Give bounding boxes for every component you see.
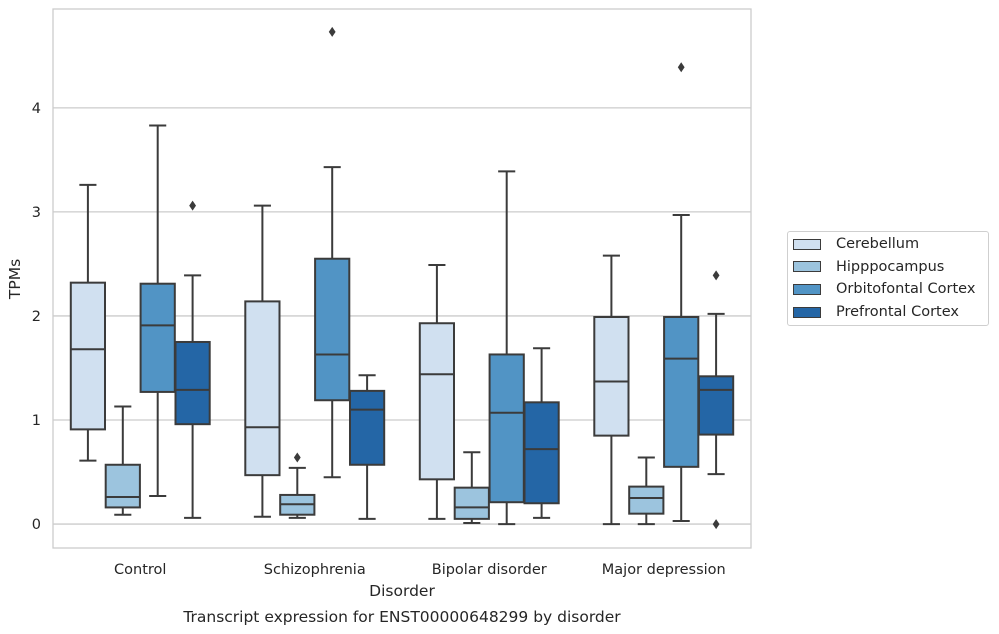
legend-item: Cerebellum [793,234,919,254]
outlier-point [712,270,720,281]
box-prefrontal-cortex [697,375,735,436]
x-axis-label: Disorder [369,582,435,600]
outlier-point [328,26,336,37]
box-cerebellum [593,316,630,437]
box-hipppocampus [104,463,141,509]
box-orbitofontal-cortex [663,316,700,468]
y-tick-label: 4 [32,101,41,117]
legend-label: Cerebellum [836,236,920,252]
legend-item: Prefrontal Cortex [793,302,959,322]
box-cerebellum [418,322,456,481]
box-cerebellum [244,300,281,477]
legend-swatch [793,238,821,250]
legend-swatch [793,306,821,318]
plot-marks [69,26,735,530]
y-tick-label: 1 [32,413,41,429]
box-orbitofontal-cortex [314,257,351,402]
x-tick-label: Bipolar disorder [432,562,547,578]
outlier-point [293,452,301,463]
x-tick-label: Schizophrenia [264,562,366,578]
outlier-point [677,62,685,73]
box-prefrontal-cortex [523,401,560,505]
box-orbitofontal-cortex [139,282,176,393]
legend: Cerebellum Hipppocampus Orbitofontal Corte… [787,231,989,326]
outlier-point [189,200,196,211]
legend-item: Orbitofontal Cortex [793,279,975,299]
box-cerebellum [69,281,107,431]
legend-label: Orbitofontal Cortex [836,281,976,298]
y-axis-ticks: 0 1 2 3 4 [32,101,41,533]
legend-swatch [793,261,821,273]
box-orbitofontal-cortex [488,353,525,504]
x-tick-label: Major depression [602,562,726,578]
y-tick-label: 0 [32,517,41,533]
outlier-point [712,519,720,530]
x-axis-ticks: Control Schizophrenia Bipolar disorder Majo… [114,562,726,578]
chart-title: Transcript expression for ENST0000064829… [182,608,621,626]
box-hipppocampus [628,485,665,515]
x-tick-label: Control [114,562,166,578]
plot-frame [52,8,752,549]
y-tick-label: 2 [32,309,41,325]
box-hipppocampus [453,486,490,520]
y-tick-label: 3 [32,205,41,221]
legend-item: Hipppocampus [793,257,944,277]
box-prefrontal-cortex [348,389,386,466]
legend-label: Hipppocampus [836,258,945,275]
legend-label: Prefrontal Cortex [836,304,959,321]
y-axis-label: TPMs [6,259,24,300]
legend-swatch [793,283,821,295]
box-prefrontal-cortex [174,340,211,426]
